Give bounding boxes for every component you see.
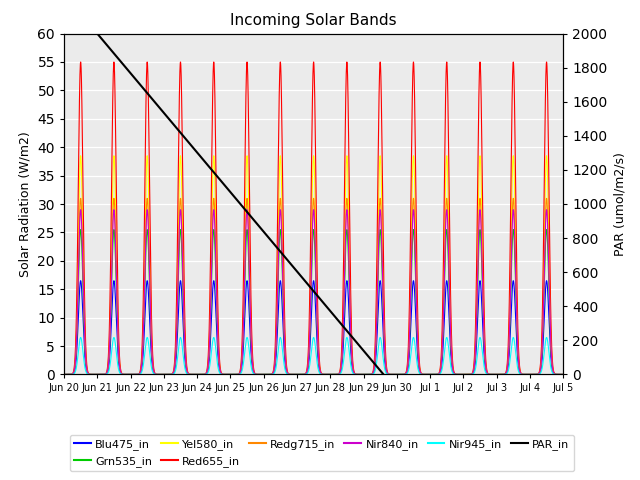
Title: Incoming Solar Bands: Incoming Solar Bands — [230, 13, 397, 28]
Legend: Blu475_in, Grn535_in, Yel580_in, Red655_in, Redg715_in, Nir840_in, Nir945_in, PA: Blu475_in, Grn535_in, Yel580_in, Red655_… — [70, 435, 574, 471]
Text: SW_arable: SW_arable — [0, 479, 1, 480]
Y-axis label: PAR (umol/m2/s): PAR (umol/m2/s) — [613, 152, 626, 256]
Y-axis label: Solar Radiation (W/m2): Solar Radiation (W/m2) — [19, 131, 32, 277]
